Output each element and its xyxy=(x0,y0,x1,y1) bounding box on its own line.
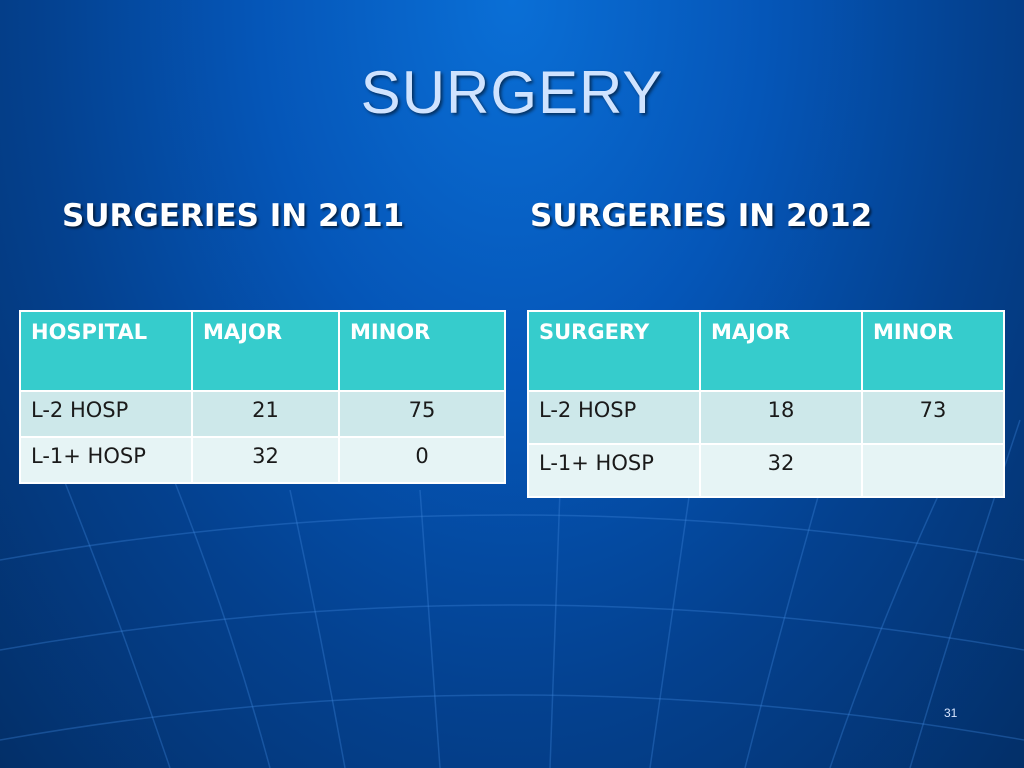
cell-major: 21 xyxy=(191,390,340,438)
table-row: L-2 HOSP 21 75 xyxy=(19,390,506,438)
table-row: L-2 HOSP 18 73 xyxy=(527,390,1005,445)
column-header-minor: MINOR xyxy=(861,310,1005,392)
cell-hospital: L-1+ HOSP xyxy=(19,436,193,484)
cell-minor: 75 xyxy=(338,390,506,438)
cell-major: 32 xyxy=(191,436,340,484)
table-row: L-1+ HOSP 32 xyxy=(527,443,1005,498)
surgeries-2011-table: HOSPITAL MAJOR MINOR L-2 HOSP 21 75 L-1+… xyxy=(19,310,506,484)
column-header-minor: MINOR xyxy=(338,310,506,392)
column-header-major: MAJOR xyxy=(699,310,863,392)
heading-surgeries-2012: SURGERIES IN 2012 xyxy=(530,198,873,234)
cell-major: 18 xyxy=(699,390,863,445)
slide-page-number: 31 xyxy=(944,706,958,720)
cell-hospital: L-2 HOSP xyxy=(19,390,193,438)
slide-title: SURGERY xyxy=(360,59,664,126)
cell-minor xyxy=(861,443,1005,498)
heading-surgeries-2011: SURGERIES IN 2011 xyxy=(62,198,405,234)
cell-minor: 0 xyxy=(338,436,506,484)
table-row: L-1+ HOSP 32 0 xyxy=(19,436,506,484)
surgeries-2012-table: SURGERY MAJOR MINOR L-2 HOSP 18 73 L-1+ … xyxy=(527,310,1005,498)
column-header-hospital: HOSPITAL xyxy=(19,310,193,392)
cell-surgery: L-2 HOSP xyxy=(527,390,701,445)
table-header-row: SURGERY MAJOR MINOR xyxy=(527,310,1005,392)
table-header-row: HOSPITAL MAJOR MINOR xyxy=(19,310,506,392)
cell-minor: 73 xyxy=(861,390,1005,445)
column-header-surgery: SURGERY xyxy=(527,310,701,392)
cell-major: 32 xyxy=(699,443,863,498)
cell-surgery: L-1+ HOSP xyxy=(527,443,701,498)
column-header-major: MAJOR xyxy=(191,310,340,392)
